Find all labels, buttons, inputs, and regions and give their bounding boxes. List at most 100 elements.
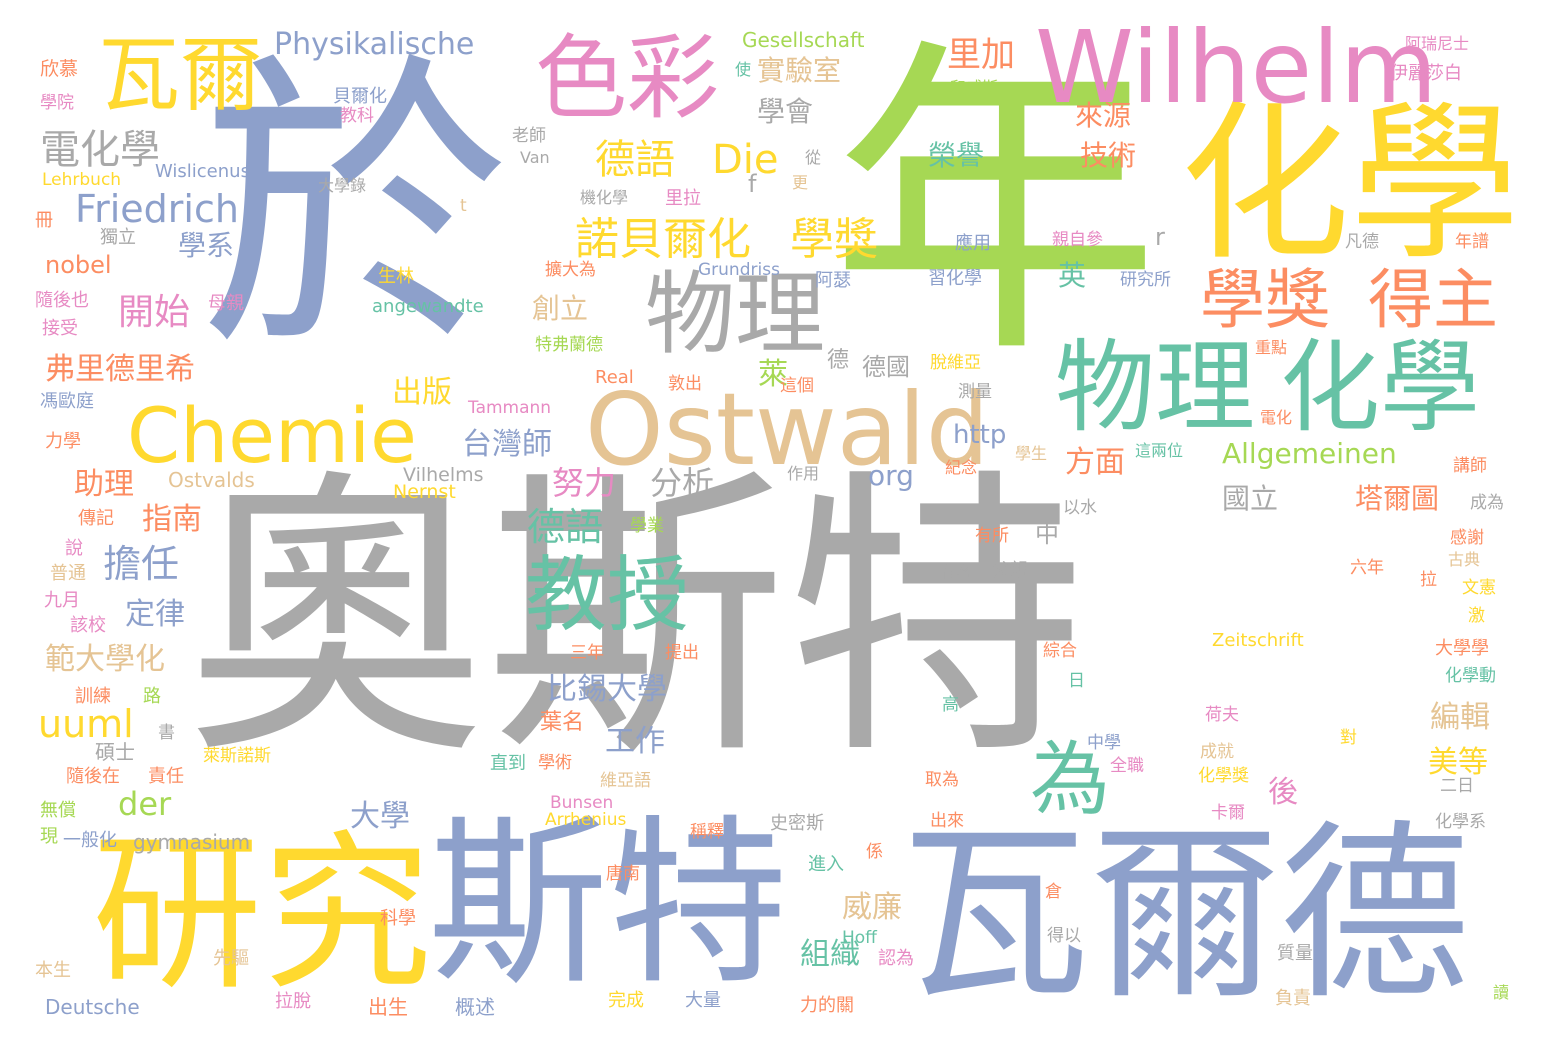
- word: 研究: [92, 816, 433, 1014]
- word: 化學動: [1445, 666, 1496, 686]
- word: 大學: [350, 799, 410, 834]
- word: 化學系: [1435, 812, 1486, 832]
- word: 努力: [552, 464, 617, 502]
- word: 質量: [1277, 943, 1313, 964]
- word: 奧斯特: [186, 445, 1086, 794]
- word: 荷夫: [1205, 705, 1239, 725]
- word: 美等: [1428, 745, 1488, 780]
- word: 學系: [178, 229, 235, 262]
- word: 脫維亞: [930, 353, 981, 373]
- word: 貝爾化: [333, 86, 387, 107]
- word: Physikalische: [274, 27, 475, 62]
- word: 出版: [392, 375, 452, 410]
- word: 阿瑞尼士: [1405, 34, 1470, 53]
- word: 隨後也: [35, 290, 89, 311]
- word: Hoff: [842, 928, 877, 948]
- word: Van: [520, 148, 550, 167]
- word: 範大學化: [45, 642, 165, 677]
- word: 文憲: [1462, 578, 1496, 598]
- word: 瓦爾德: [900, 804, 1471, 1025]
- word: 弗里德里希: [45, 352, 195, 387]
- word: 化學: [1180, 86, 1521, 284]
- word: 提出: [665, 643, 699, 663]
- word: 一般化: [63, 830, 117, 851]
- word: f: [748, 170, 757, 198]
- word: 國立: [1222, 482, 1279, 515]
- word: 年譜: [1455, 232, 1489, 252]
- word: 瓦爾: [98, 28, 263, 123]
- word: org: [868, 459, 914, 492]
- word: 學獎: [790, 214, 878, 265]
- word: 和威斯: [950, 78, 999, 97]
- word: 六年: [1350, 558, 1384, 578]
- word: 完成: [608, 990, 644, 1011]
- word: 指南: [142, 502, 202, 537]
- word: 學術: [538, 753, 572, 773]
- word: 日: [1068, 671, 1085, 691]
- word: 電化學: [40, 127, 160, 173]
- word: 年: [830, 13, 1160, 397]
- word: 傳記: [78, 508, 114, 529]
- word: 化學獎: [1198, 766, 1249, 786]
- word: 讀: [1493, 983, 1510, 1002]
- word: 激: [1468, 606, 1485, 626]
- word: 係: [866, 842, 883, 862]
- word: 無償: [40, 800, 76, 821]
- word: t: [460, 196, 467, 216]
- word: 定律: [125, 597, 185, 632]
- word: 本生: [35, 960, 71, 981]
- word: 綜合: [1043, 641, 1077, 661]
- word: 唐南: [606, 864, 640, 884]
- word: 老師: [512, 126, 546, 146]
- word: 教科: [340, 106, 374, 126]
- word: 測量: [958, 382, 992, 402]
- word: 感謝: [1450, 528, 1484, 548]
- word: 擔任: [103, 542, 180, 586]
- word: 力的關: [800, 995, 854, 1016]
- word: Ostvalds: [168, 468, 255, 492]
- word: 碩士: [95, 740, 135, 764]
- word: 編輯: [1430, 700, 1490, 735]
- word: 學會: [757, 95, 814, 128]
- word: 隨後在: [66, 766, 120, 787]
- word: 物理: [645, 262, 825, 367]
- word: 德: [827, 348, 850, 373]
- word: 高: [942, 695, 959, 715]
- word: 擴大為: [545, 260, 596, 280]
- word: Friedrich: [75, 187, 239, 231]
- word: 獨立: [100, 227, 136, 248]
- word: Allgemeinen: [1222, 437, 1397, 470]
- word: 助理: [74, 467, 134, 502]
- word: 英: [1058, 259, 1087, 292]
- word: Nernst: [393, 481, 456, 503]
- word: gymnasium: [133, 830, 251, 854]
- word: 特弗蘭德: [535, 335, 603, 355]
- word: uuml: [38, 702, 134, 746]
- word: 成為: [1470, 493, 1504, 513]
- word: 習化學: [928, 268, 982, 289]
- word: Lehrbuch: [42, 170, 122, 190]
- word: 凡德: [1345, 232, 1379, 252]
- word: 接受: [42, 318, 78, 339]
- word: 路: [143, 686, 161, 707]
- word: 學生: [1015, 444, 1048, 463]
- word: Gesellschaft: [742, 28, 865, 52]
- word: 里加: [947, 35, 1015, 75]
- word: 進入: [808, 854, 844, 875]
- word: 成就: [1200, 742, 1234, 762]
- word: 諾貝爾化: [575, 214, 751, 265]
- word: Grundriss: [698, 260, 780, 280]
- word: 為: [1030, 733, 1110, 826]
- word: 台灣師: [462, 427, 552, 462]
- word: Real: [595, 367, 634, 388]
- word: Wilhelm: [1035, 9, 1438, 126]
- word: Arrhenius: [545, 810, 627, 830]
- word: 德語: [527, 505, 604, 549]
- word: 二日: [1440, 776, 1474, 796]
- word: 拉脫: [275, 991, 311, 1012]
- word: 學院: [40, 93, 74, 113]
- word: 父親: [992, 560, 1028, 581]
- word: 敦出: [668, 374, 702, 394]
- word: 來源: [1075, 99, 1132, 132]
